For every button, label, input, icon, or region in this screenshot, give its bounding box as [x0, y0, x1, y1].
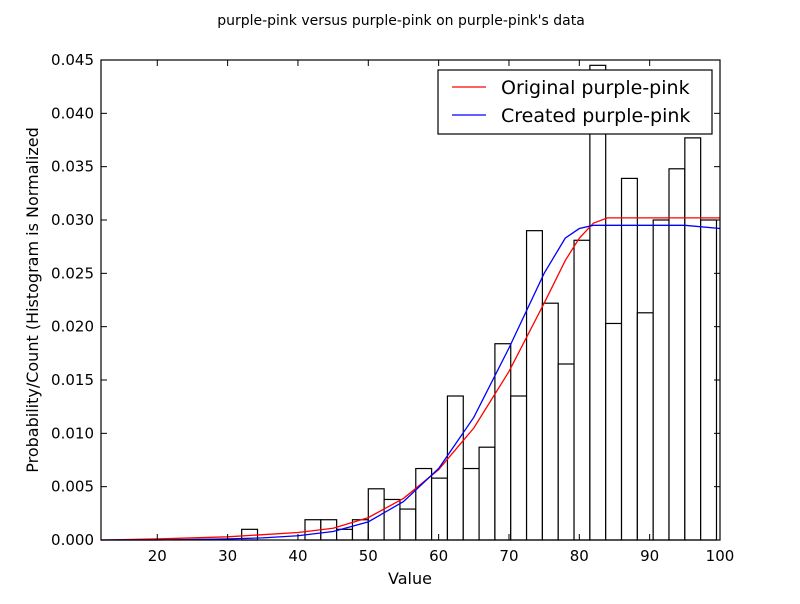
histogram-bar: [573, 239, 591, 541]
x-tick-label: 50: [359, 547, 378, 565]
histogram-bar: [557, 363, 575, 541]
axes: 20 30 40 50 60 70 80 90 100 0.000 0.005 0.010 0.015 0…: [51, 51, 734, 565]
histogram-bar: [399, 508, 417, 541]
x-tick-label: 30: [218, 547, 237, 565]
plot-frame: [100, 59, 721, 541]
histogram-bar: [652, 219, 670, 541]
histogram-bar: [620, 177, 638, 541]
series-line: [100, 217, 720, 541]
histogram-bar: [541, 302, 559, 541]
y-tick-label: 0.045: [51, 51, 94, 69]
series-lines: [100, 217, 721, 541]
y-tick-label: 0.040: [51, 104, 94, 122]
x-tick-label: 100: [706, 547, 735, 565]
histogram-bar: [668, 168, 686, 541]
histogram-bar: [684, 137, 702, 541]
legend-box: [437, 69, 713, 135]
histogram-bar: [415, 467, 433, 541]
series-line: [101, 224, 721, 541]
x-tick-label: 70: [499, 547, 518, 565]
histogram-bar: [336, 528, 354, 541]
histogram-bar: [446, 395, 464, 541]
x-tick-label: 80: [570, 547, 589, 565]
histogram-bar: [462, 467, 480, 541]
legend-label: Created purple-pink: [501, 105, 690, 127]
histogram-bar: [525, 230, 543, 541]
histogram-bar: [636, 312, 654, 541]
y-tick-label: 0.020: [51, 318, 94, 336]
histogram-bar: [431, 477, 449, 541]
legend-label: Original purple-pink: [501, 77, 690, 99]
x-axis-label: Value: [388, 569, 432, 588]
y-tick-label: 0.030: [51, 211, 94, 229]
histogram-bar: [605, 322, 623, 541]
histogram-bar: [510, 395, 528, 541]
histogram-bar: [589, 64, 607, 541]
x-tick-label: 60: [429, 547, 448, 565]
x-tick-label: 90: [640, 547, 659, 565]
x-tick-label: 40: [288, 547, 307, 565]
y-tick-label: 0.015: [51, 371, 94, 389]
chart-title: purple-pink versus purple-pink on purple…: [217, 13, 585, 29]
y-tick-label: 0.000: [51, 531, 94, 549]
y-tick-label: 0.035: [51, 158, 94, 176]
y-tick-label: 0.005: [51, 478, 94, 496]
histogram-bar: [478, 446, 496, 541]
legend: Original purple-pink Created purple-pink: [437, 69, 713, 135]
y-tick-label: 0.025: [51, 264, 94, 282]
x-tick-label: 20: [148, 547, 167, 565]
histogram-bars: [241, 64, 718, 541]
y-axis-label: Probability/Count (Histogram is Normaliz…: [23, 127, 42, 473]
y-tick-label: 0.010: [51, 424, 94, 442]
